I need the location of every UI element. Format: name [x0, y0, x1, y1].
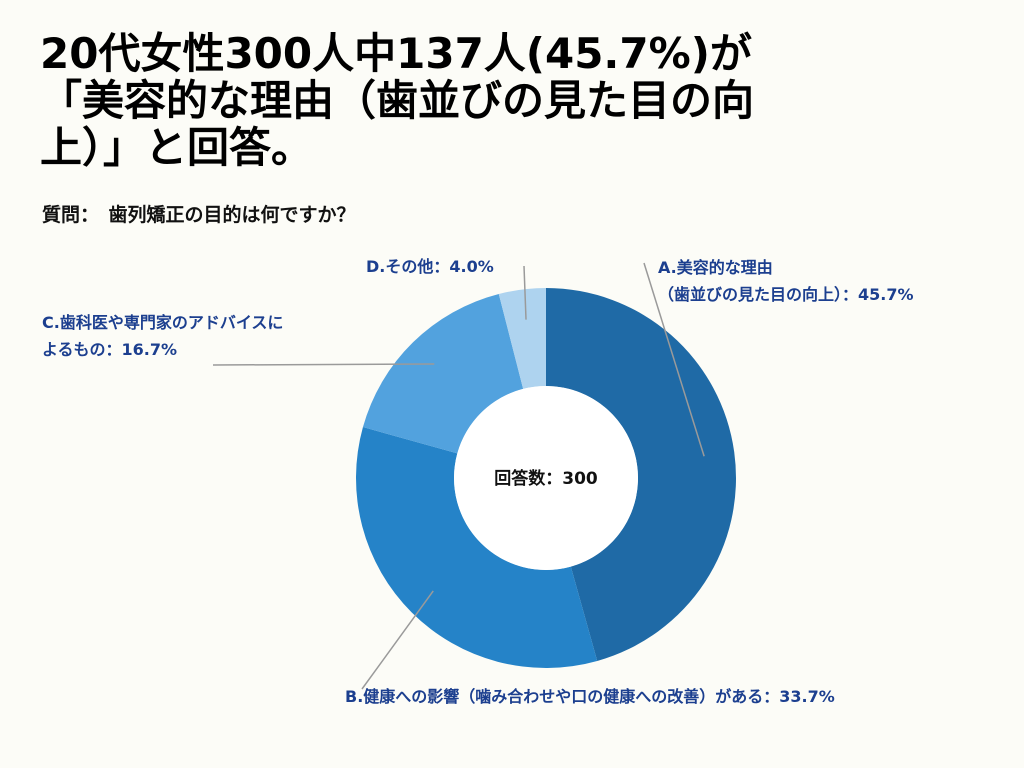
- leader-line-d: [523, 265, 527, 320]
- slice-label-a: A.美容的な理由 （歯並びの見た目の向上）：45.7%: [658, 254, 914, 308]
- slice-label-a-line-2: （歯並びの見た目の向上）：45.7%: [658, 285, 914, 304]
- slice-d: [498, 288, 546, 389]
- question-text: 質問： 歯列矯正の目的は何ですか？: [42, 204, 356, 226]
- leader-line-b: [361, 590, 434, 690]
- slice-label-c-line-1: C.歯科医や専門家のアドバイスに: [42, 313, 284, 332]
- leader-line-a: [643, 262, 705, 457]
- slice-label-a-line-1: A.美容的な理由: [658, 258, 773, 277]
- slice-label-c-line-2: よるもの：16.7%: [42, 340, 178, 359]
- title-line-1: 20代女性300人中137人(45.7%)が: [40, 29, 752, 78]
- slice-label-c: C.歯科医や専門家のアドバイスに よるもの：16.7%: [42, 309, 283, 363]
- slice-label-b-line-1: B.健康への影響（噛み合わせや口の健康への改善）がある：33.7%: [345, 687, 835, 706]
- title-line-2: 「美容的な理由（歯並びの見た目の向: [40, 76, 755, 125]
- center-label: 回答数：300: [494, 468, 598, 489]
- slice-label-b: B.健康への影響（噛み合わせや口の健康への改善）がある：33.7%: [345, 683, 835, 710]
- slice-b: [356, 427, 598, 669]
- title-line-3: 上）」と回答。: [40, 123, 314, 172]
- leader-line-c: [212, 363, 435, 366]
- slice-label-d: D.その他：4.0%: [366, 253, 494, 280]
- slice-c: [362, 293, 524, 454]
- chart-title: 20代女性300人中137人(45.7%)が 「美容的な理由（歯並びの見た目の向…: [40, 30, 990, 171]
- slice-label-d-line-1: D.その他：4.0%: [366, 257, 494, 276]
- donut-center: [454, 386, 638, 570]
- slice-a: [546, 288, 737, 661]
